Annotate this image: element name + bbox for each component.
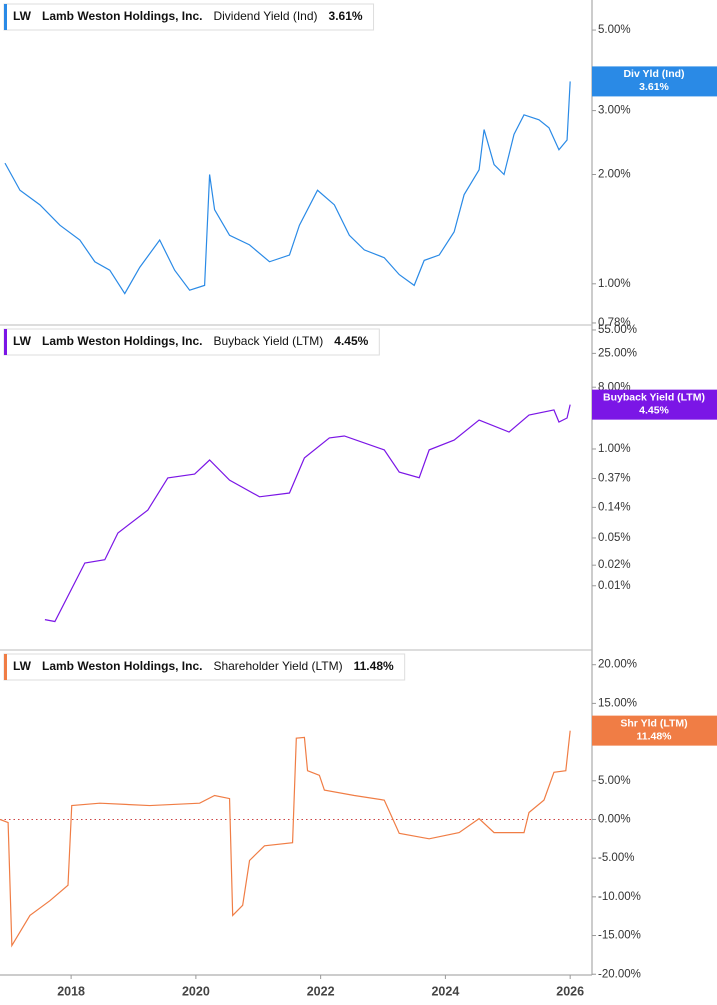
legend-text: Shareholder Yield (LTM)	[213, 659, 342, 673]
x-tick-label: 2026	[556, 984, 584, 998]
y-tick-label: 0.01%	[598, 580, 631, 592]
badge-box	[592, 66, 717, 97]
legend-box	[3, 3, 375, 31]
y-tick-label: 0.00%	[598, 813, 631, 825]
line-series	[0, 730, 571, 948]
x-tick-label: 2022	[307, 984, 335, 998]
y-tick-label: 5.00%	[598, 24, 631, 36]
y-tick-label: -5.00%	[598, 852, 634, 864]
legend-text: Lamb Weston Holdings, Inc.	[42, 334, 202, 348]
y-tick-label: 0.37%	[598, 473, 631, 485]
legend-text: LW	[13, 9, 32, 23]
y-tick-label: 5.00%	[598, 775, 631, 787]
value-badge: Buyback Yield (LTM)4.45%	[592, 389, 717, 420]
legend: LW Lamb Weston Holdings, Inc. Buyback Yiel…	[3, 328, 380, 356]
legend: LW Lamb Weston Holdings, Inc. Shareholder …	[3, 653, 406, 681]
x-tick-label: 2018	[57, 984, 85, 998]
x-tick-label: 2024	[431, 984, 459, 998]
y-tick-label: 0.78%	[598, 317, 631, 329]
legend-box	[3, 328, 380, 356]
legend-text: Lamb Weston Holdings, Inc.	[42, 9, 202, 23]
x-tick-label: 2020	[182, 984, 210, 998]
line-series	[44, 404, 571, 623]
value-badge: Div Yld (Ind)3.61%	[592, 66, 717, 97]
y-tick-label: 2.00%	[598, 169, 631, 181]
y-tick-label: 55.00%	[598, 324, 637, 336]
badge-box	[592, 715, 717, 746]
y-tick-label: 20.00%	[598, 659, 637, 671]
badge-value: 3.61%	[639, 81, 669, 93]
y-tick-label: 1.00%	[598, 278, 631, 290]
badge-box	[592, 389, 717, 420]
legend-text: LW	[13, 334, 32, 348]
y-tick-label: 25.00%	[598, 347, 637, 359]
badge-label: Div Yld (Ind)	[623, 68, 684, 80]
y-tick-label: 15.00%	[598, 697, 637, 709]
legend-text: Dividend Yield (Ind)	[213, 9, 317, 23]
badge-label: Shr Yld (LTM)	[620, 717, 687, 729]
badge-value: 11.48%	[636, 730, 672, 742]
y-tick-label: -15.00%	[598, 930, 641, 942]
y-tick-label: 3.00%	[598, 105, 631, 117]
y-tick-label: 0.14%	[598, 501, 631, 513]
value-badge: Shr Yld (LTM)11.48%	[592, 715, 717, 746]
legend-box	[3, 653, 406, 681]
y-tick-label: 0.02%	[598, 559, 631, 571]
badge-label: Buyback Yield (LTM)	[603, 391, 705, 403]
y-tick-label: 0.05%	[598, 532, 631, 544]
legend-text: Lamb Weston Holdings, Inc.	[42, 659, 202, 673]
legend-swatch	[4, 654, 7, 680]
legend-swatch	[4, 329, 7, 355]
legend-swatch	[4, 4, 7, 30]
legend-text: LW	[13, 659, 32, 673]
badge-value: 4.45%	[639, 404, 669, 416]
y-tick-label: 1.00%	[598, 443, 631, 455]
legend-text: Buyback Yield (LTM)	[213, 334, 323, 348]
legend: LW Lamb Weston Holdings, Inc. Dividend Yie…	[3, 3, 375, 31]
legend-text: 3.61%	[329, 9, 363, 23]
legend-text: 11.48%	[354, 659, 394, 673]
legend-text: 4.45%	[334, 334, 368, 348]
y-tick-label: -10.00%	[598, 891, 641, 903]
y-tick-label: -20.00%	[598, 968, 641, 980]
line-series	[4, 81, 571, 295]
